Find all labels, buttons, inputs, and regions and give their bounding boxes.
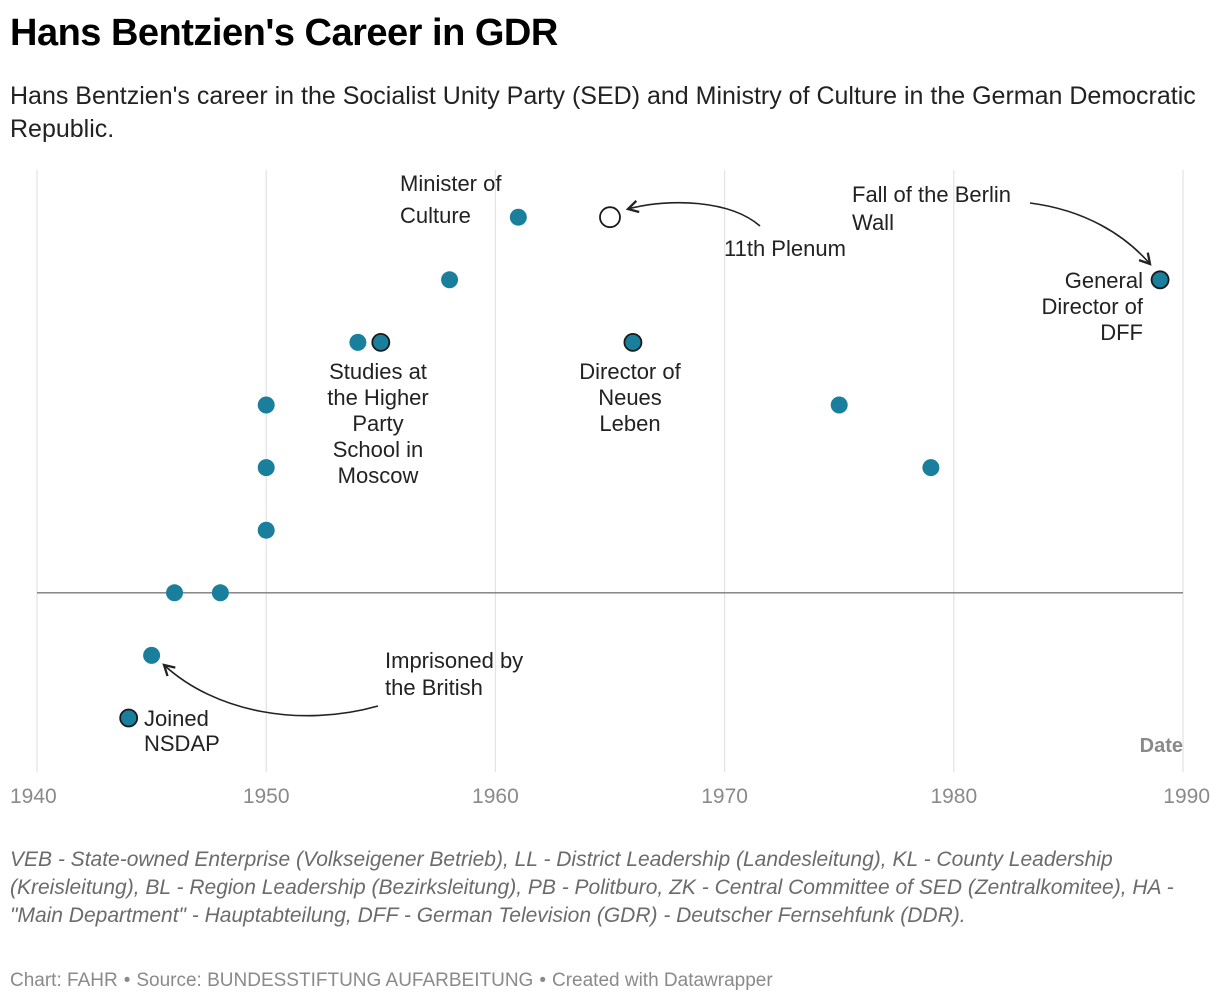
data-point[interactable] bbox=[257, 521, 275, 539]
x-tick-label: 1960 bbox=[472, 785, 519, 808]
annotations: Joined NSDAP Imprisoned by the British Studi… bbox=[144, 171, 1144, 756]
gridlines bbox=[36, 170, 1184, 772]
annotation-nsdap: Joined NSDAP bbox=[144, 706, 220, 756]
data-point[interactable] bbox=[257, 396, 275, 414]
annotation-neues: Director of Neues Leben bbox=[579, 359, 681, 436]
footer-chart-credit: Chart: FAHR bbox=[10, 970, 118, 991]
data-point[interactable] bbox=[441, 271, 459, 289]
chart-subtitle: Hans Bentzien's career in the Socialist … bbox=[10, 82, 1196, 143]
x-tick-label: 1950 bbox=[243, 785, 290, 808]
annotation-wall: Fall of the Berlin Wall bbox=[852, 182, 1011, 235]
footer-created-with[interactable]: Created with Datawrapper bbox=[551, 970, 773, 991]
annotation-prison: Imprisoned by the British bbox=[385, 648, 523, 700]
footer-source[interactable]: Source: BUNDESSTIFTUNG AUFARBEITUNG bbox=[136, 970, 534, 991]
x-tick-label: 1980 bbox=[930, 785, 977, 808]
data-point-open[interactable] bbox=[599, 206, 621, 229]
data-point[interactable] bbox=[509, 208, 527, 226]
data-points bbox=[119, 206, 1170, 728]
data-point[interactable] bbox=[143, 646, 161, 664]
annotation-dff: General Director of DFF bbox=[1042, 268, 1144, 345]
data-point[interactable] bbox=[166, 584, 184, 602]
annotation-minister: Minister of Culture bbox=[400, 171, 502, 228]
chart-title: Hans Bentzien's Career in GDR bbox=[10, 12, 558, 54]
x-tick-label: 1990 bbox=[1163, 785, 1210, 808]
chart-footer: Chart: FAHR • Source: BUNDESSTIFTUNG AUFAR… bbox=[10, 970, 773, 991]
data-point[interactable] bbox=[830, 396, 848, 414]
x-axis-title: Date bbox=[1140, 735, 1183, 757]
data-point-highlighted[interactable] bbox=[623, 332, 643, 352]
data-point-highlighted[interactable] bbox=[371, 332, 391, 352]
x-tick-label: 1970 bbox=[701, 785, 748, 808]
arrow-berlin-wall bbox=[1029, 202, 1152, 266]
chart-notes: VEB - State-owned Enterprise (Volkseigen… bbox=[10, 848, 1174, 927]
scatter-chart: 1940 1950 1960 1970 1980 1990 Date Joined NSDA… bbox=[10, 170, 1210, 808]
data-point[interactable] bbox=[257, 459, 275, 477]
data-point-highlighted[interactable] bbox=[1150, 270, 1170, 290]
x-axis: 1940 1950 1960 1970 1980 1990 bbox=[10, 785, 1210, 808]
annotation-plenum: 11th Plenum bbox=[724, 236, 846, 261]
data-point[interactable] bbox=[922, 459, 940, 477]
arrow-11th-plenum bbox=[625, 200, 761, 227]
x-tick-label: 1940 bbox=[10, 785, 57, 808]
arrow-imprisoned bbox=[162, 663, 379, 717]
data-point-highlighted[interactable] bbox=[119, 708, 139, 728]
annotation-moscow: Studies at the Higher Party School in Moscow bbox=[327, 359, 429, 488]
data-point[interactable] bbox=[349, 333, 367, 351]
data-point[interactable] bbox=[211, 584, 229, 602]
